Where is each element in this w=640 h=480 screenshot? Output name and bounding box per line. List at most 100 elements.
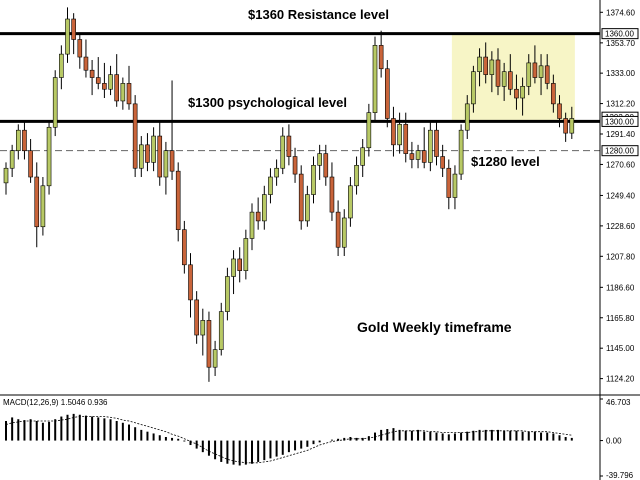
candle-body-down [132, 103, 138, 169]
candle [268, 168, 273, 204]
candle-body-down [551, 83, 556, 105]
candle-body-up [305, 194, 310, 222]
candle-body-up [471, 71, 476, 105]
candle [139, 136, 144, 178]
candle-body-down [206, 320, 212, 368]
candle [132, 95, 138, 178]
candle [212, 340, 218, 376]
candle [120, 77, 126, 110]
price-tick-label: 1270.60 [606, 160, 635, 169]
candle [378, 30, 384, 78]
candle-body-up [212, 349, 218, 368]
price-axis-ticks: 1374.60 1353.70 1333.00 1312.20 1291.40 1270.… [600, 8, 635, 384]
candle-body-up [372, 45, 378, 113]
candle-body-up [538, 65, 544, 78]
candle [348, 177, 353, 227]
candle [52, 70, 58, 137]
candle [415, 144, 421, 169]
price-tag-box [601, 115, 639, 127]
candle [366, 103, 372, 157]
candle-body-down [378, 45, 384, 70]
candle [200, 308, 206, 356]
candle-body-up [200, 320, 206, 336]
candle [464, 95, 470, 139]
candle-body-up [464, 103, 470, 131]
resistance-label: $1360 Resistance level [248, 7, 389, 22]
price-tag: 1280.00 [601, 145, 639, 157]
macd-histogram-layer [5, 413, 573, 466]
candle-body-up [354, 165, 359, 187]
candle-body-down [514, 88, 519, 99]
candle [286, 124, 292, 166]
candle [409, 141, 415, 169]
candle [3, 162, 9, 195]
candle-body-up [341, 217, 347, 248]
candle-body-down [391, 118, 396, 146]
candle [397, 112, 402, 154]
candle [194, 291, 199, 344]
candle [434, 121, 439, 166]
price-tick-label: 1333.00 [606, 69, 635, 78]
candle-body-up [261, 194, 267, 222]
candle [489, 51, 495, 93]
price-tag-label: 1360.00 [605, 30, 634, 39]
candle [163, 141, 169, 195]
price-tag: 1300.00 [601, 115, 639, 127]
price-tag-box [601, 28, 639, 40]
candle [206, 311, 212, 382]
candle [114, 54, 119, 107]
candle [563, 112, 568, 142]
candle [22, 121, 27, 160]
candle-body-up [249, 211, 255, 239]
candles-layer [3, 7, 575, 382]
macd-title: MACD(12,26,9) 1.5046 0.936 [3, 398, 108, 407]
candle [102, 62, 107, 99]
candle [323, 144, 329, 186]
candle-body-down [83, 56, 89, 71]
candle-body-up [163, 150, 169, 178]
candle-body-up [268, 176, 273, 195]
candle [95, 57, 101, 90]
candle [329, 162, 335, 221]
candle [175, 162, 181, 242]
candle-body-down [507, 71, 513, 90]
price-tick-label: 1145.00 [606, 344, 635, 353]
candle [483, 42, 489, 84]
candle [341, 209, 347, 257]
candle [280, 127, 286, 175]
candle-body-up [139, 144, 144, 169]
candle-body-up [501, 71, 507, 87]
candle-body-up [311, 165, 316, 195]
candle [501, 62, 507, 101]
candle [551, 74, 556, 113]
candle-body-up [40, 185, 46, 228]
candle-body-down [323, 153, 329, 178]
candle [126, 65, 132, 110]
candle-body-down [77, 39, 83, 58]
candle-body-down [446, 167, 452, 198]
macd-signal-line [5, 416, 572, 464]
candle-body-up [151, 135, 156, 163]
candle-body-down [22, 129, 27, 151]
candle-body-up [452, 173, 458, 198]
candle-body-up [489, 59, 495, 75]
candle-body-down [194, 299, 199, 336]
candle [231, 250, 236, 295]
candle-body-down [255, 211, 261, 222]
candle-body-down [95, 77, 101, 84]
candle-body-down [563, 118, 568, 134]
candle [384, 59, 390, 128]
candle-body-up [569, 118, 575, 134]
price-tick-label: 1228.60 [606, 222, 635, 231]
price-tick-label: 1291.40 [606, 130, 635, 139]
candle [526, 54, 532, 96]
candle-body-down [298, 173, 304, 222]
candle [452, 165, 458, 210]
candle [557, 95, 562, 128]
candle-body-up [360, 147, 366, 166]
price-tick-label: 1312.20 [606, 100, 635, 109]
candle [495, 48, 501, 96]
candle-body-down [126, 83, 132, 105]
candle-body-up [274, 167, 279, 178]
